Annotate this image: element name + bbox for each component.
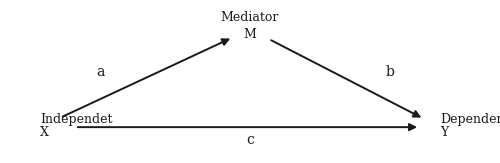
Text: Mediator: Mediator [221, 11, 279, 24]
Text: a: a [96, 65, 104, 79]
Text: Dependent: Dependent [440, 112, 500, 126]
Text: Independet: Independet [40, 112, 113, 126]
Text: M: M [244, 28, 256, 41]
Text: b: b [386, 65, 394, 79]
Text: c: c [246, 133, 254, 147]
Text: X: X [40, 126, 49, 139]
Text: Y: Y [440, 126, 448, 139]
